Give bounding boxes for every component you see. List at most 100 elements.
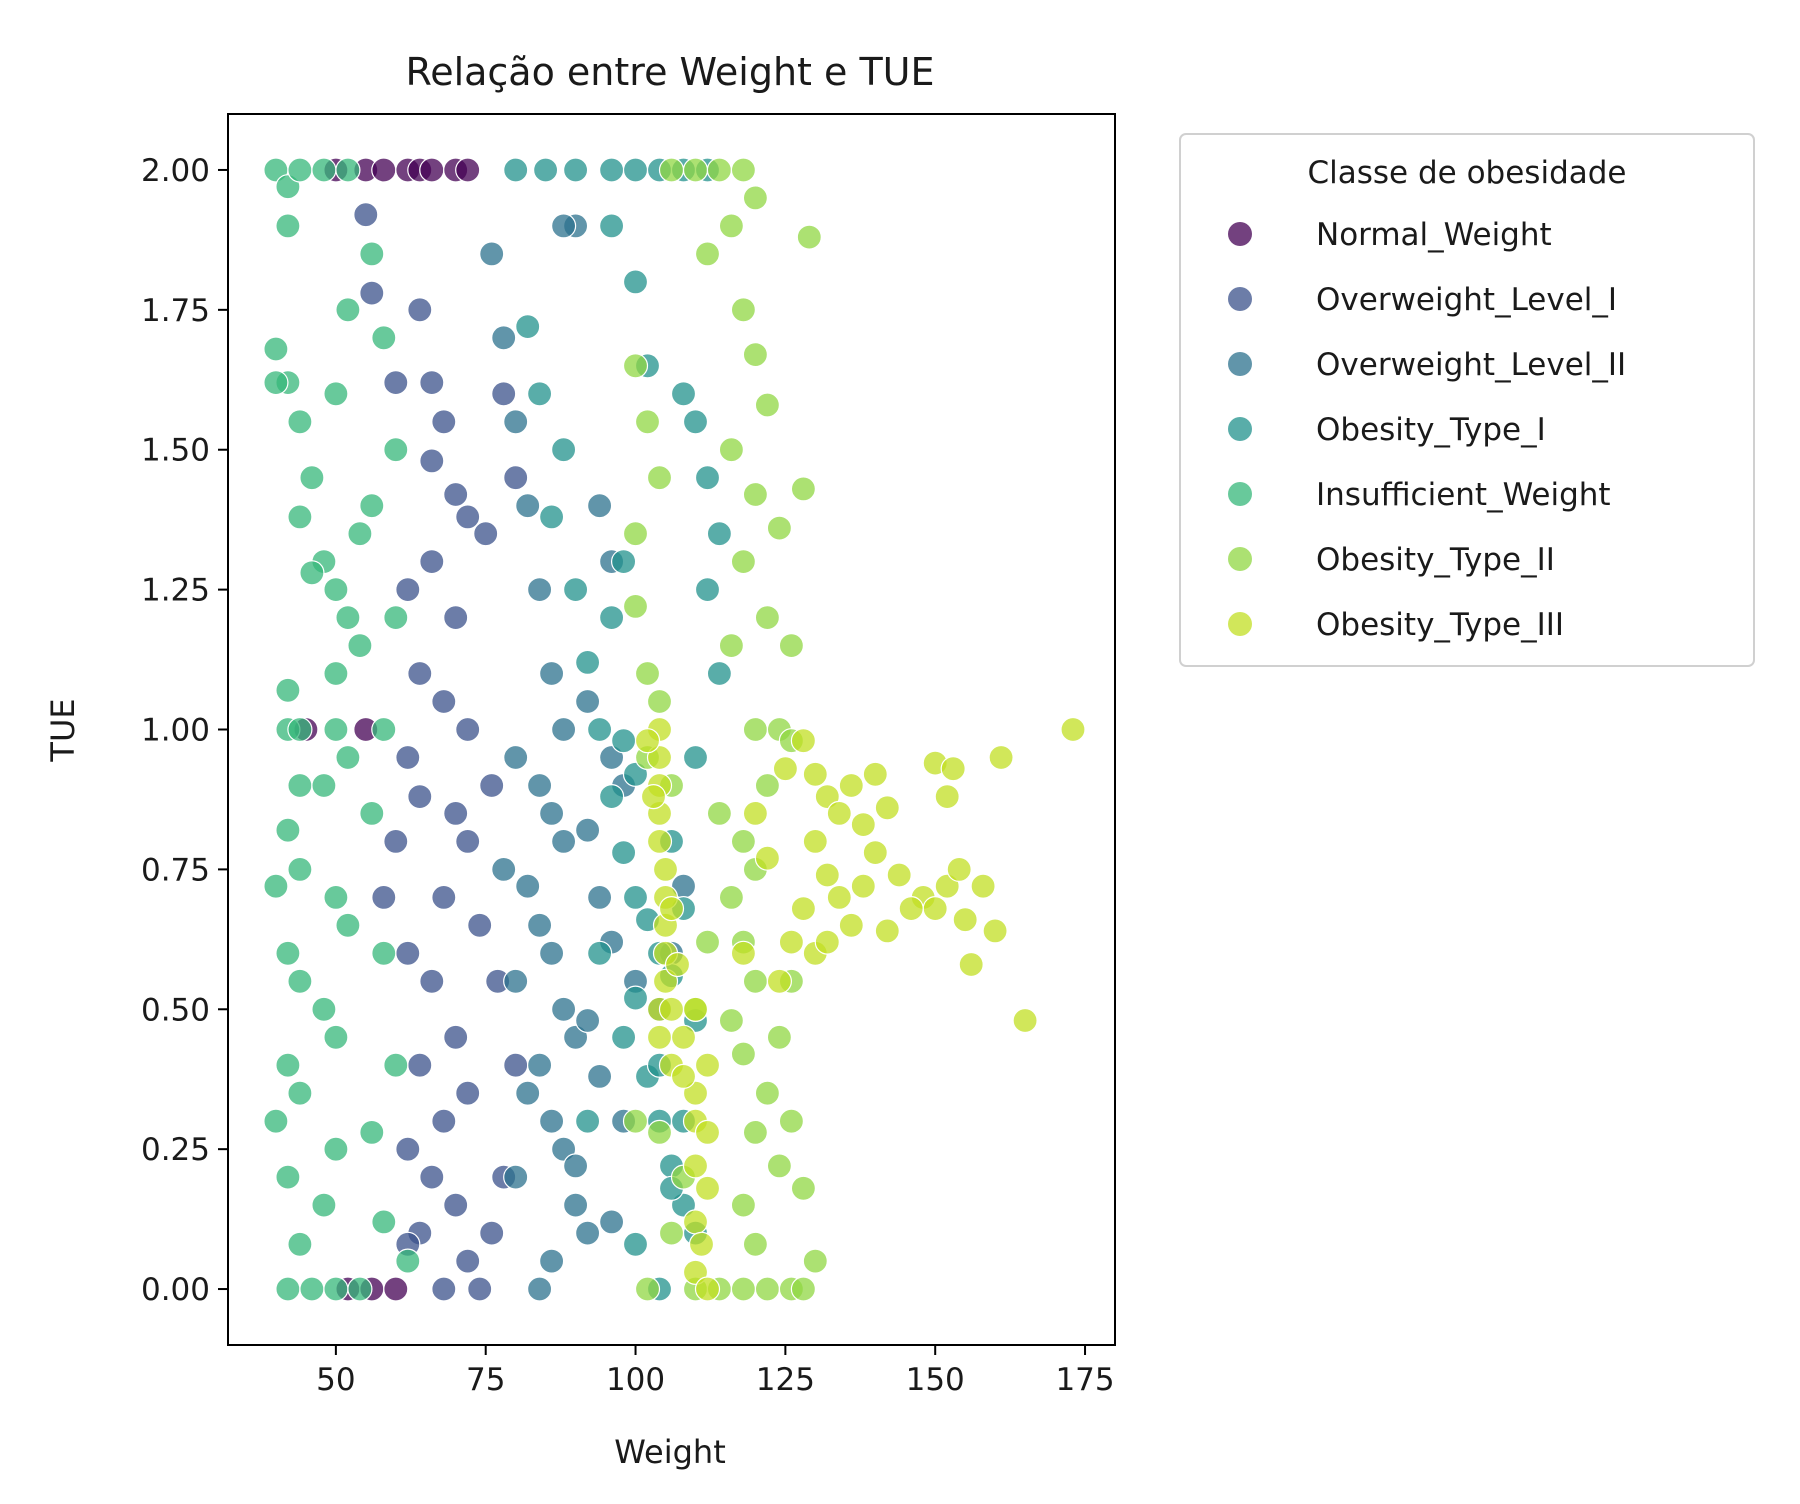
point-overweight-level-i-15 <box>395 744 421 771</box>
x-axis-label: Weight <box>614 1433 725 1471</box>
legend-label-normal-weight: Normal_Weight <box>1316 217 1552 253</box>
point-obesity-type-iii-45 <box>790 895 817 922</box>
point-overweight-level-i-5 <box>431 409 457 435</box>
y-tick-label-7: 1.75 <box>141 293 210 329</box>
point-obesity-type-ii-62 <box>646 1119 673 1146</box>
point-obesity-type-iii-69 <box>874 918 900 944</box>
point-overweight-level-i-14 <box>455 716 481 743</box>
legend-label-obesity-type-i: Obesity_Type_I <box>1316 412 1546 448</box>
point-obesity-type-i-4 <box>622 157 649 183</box>
point-obesity-type-ii-16 <box>742 716 769 743</box>
point-obesity-type-ii-36 <box>802 1248 828 1274</box>
point-obesity-type-ii-3 <box>730 157 757 183</box>
point-overweight-level-ii-22 <box>503 1164 529 1190</box>
point-obesity-type-ii-41 <box>790 476 817 502</box>
point-insufficient-weight-14 <box>347 632 373 659</box>
point-overweight-level-i-20 <box>431 884 457 911</box>
point-normal-weight-2 <box>371 157 397 183</box>
point-insufficient-weight-46 <box>383 604 409 631</box>
point-obesity-type-iii-65 <box>754 845 781 871</box>
point-insufficient-weight-53 <box>395 1248 421 1274</box>
point-obesity-type-i-38 <box>682 744 709 771</box>
legend-marker-obesity-type-i <box>1228 417 1252 441</box>
point-overweight-level-i-12 <box>407 660 433 687</box>
point-insufficient-weight-12 <box>323 576 349 603</box>
legend-marker-insufficient-weight <box>1228 482 1252 506</box>
point-overweight-level-ii-2 <box>503 409 529 435</box>
point-overweight-level-i-25 <box>455 1080 481 1106</box>
point-insufficient-weight-38 <box>275 1276 301 1302</box>
point-insufficient-weight-34 <box>323 1136 349 1162</box>
point-overweight-level-ii-23 <box>562 1192 589 1218</box>
point-insufficient-weight-24 <box>287 856 313 883</box>
point-overweight-level-i-22 <box>419 968 445 994</box>
point-overweight-level-i-8 <box>455 504 481 530</box>
point-obesity-type-i-2 <box>562 157 589 183</box>
point-obesity-type-ii-48 <box>622 593 649 620</box>
point-overweight-level-ii-39 <box>562 1153 589 1179</box>
point-obesity-type-iii-59 <box>982 918 1008 944</box>
point-obesity-type-ii-2 <box>706 157 733 183</box>
point-insufficient-weight-48 <box>359 800 385 827</box>
point-obesity-type-iii-61 <box>958 951 984 978</box>
y-tick-label-5: 1.25 <box>141 573 210 609</box>
point-insufficient-weight-45 <box>359 493 385 519</box>
point-overweight-level-ii-30 <box>574 688 601 715</box>
point-obesity-type-ii-5 <box>718 213 745 239</box>
point-insufficient-weight-3 <box>311 157 337 183</box>
point-overweight-level-i-36 <box>473 521 499 547</box>
point-obesity-type-iii-20 <box>694 1175 721 1201</box>
point-obesity-type-iii-56 <box>940 756 966 782</box>
point-overweight-level-i-1 <box>359 280 385 306</box>
point-obesity-type-i-33 <box>682 409 709 435</box>
point-insufficient-weight-20 <box>335 744 361 771</box>
point-obesity-type-ii-20 <box>706 800 733 827</box>
point-obesity-type-iii-64 <box>742 800 769 827</box>
y-tick-label-3: 0.75 <box>141 852 210 888</box>
point-normal-weight-7 <box>455 157 481 183</box>
point-obesity-type-ii-47 <box>622 521 649 547</box>
point-overweight-level-i-43 <box>479 1220 505 1246</box>
point-overweight-level-ii-7 <box>503 744 529 771</box>
point-overweight-level-ii-24 <box>574 1220 601 1246</box>
point-normal-weight-5 <box>419 157 445 183</box>
point-obesity-type-iii-31 <box>772 756 799 782</box>
point-obesity-type-ii-55 <box>622 1108 649 1134</box>
point-overweight-level-i-13 <box>431 688 457 715</box>
point-insufficient-weight-9 <box>299 465 325 491</box>
point-obesity-type-iii-63 <box>1060 716 1086 743</box>
point-insufficient-weight-18 <box>287 716 313 743</box>
point-overweight-level-i-34 <box>491 381 517 407</box>
point-insufficient-weight-55 <box>323 381 349 407</box>
point-obesity-type-iii-40 <box>802 828 828 855</box>
point-overweight-level-ii-40 <box>598 1209 625 1235</box>
point-obesity-type-ii-0 <box>658 157 685 183</box>
point-overweight-level-i-17 <box>443 800 469 827</box>
point-obesity-type-iii-5 <box>652 856 679 883</box>
point-obesity-type-iii-51 <box>922 895 948 922</box>
point-overweight-level-ii-18 <box>526 1052 553 1078</box>
point-overweight-level-ii-6 <box>550 716 577 743</box>
point-insufficient-weight-2 <box>287 157 313 183</box>
point-obesity-type-iii-70 <box>898 895 924 922</box>
legend-marker-obesity-type-ii <box>1228 547 1252 571</box>
point-insufficient-weight-16 <box>275 677 301 703</box>
point-overweight-level-i-3 <box>407 297 433 323</box>
point-obesity-type-iii-43 <box>838 912 864 938</box>
point-obesity-type-iii-41 <box>814 862 840 888</box>
point-insufficient-weight-31 <box>275 1052 301 1078</box>
y-axis-label: TUE <box>44 698 82 762</box>
point-obesity-type-ii-42 <box>778 632 805 659</box>
point-overweight-level-i-28 <box>419 1164 445 1190</box>
point-obesity-type-ii-12 <box>766 515 793 541</box>
point-obesity-type-iii-33 <box>802 761 828 787</box>
point-obesity-type-i-34 <box>694 465 721 491</box>
point-obesity-type-iii-39 <box>874 795 900 821</box>
point-obesity-type-ii-21 <box>730 828 757 855</box>
point-obesity-type-iii-13 <box>670 1024 697 1050</box>
point-insufficient-weight-42 <box>359 241 385 267</box>
point-obesity-type-ii-46 <box>646 465 673 491</box>
point-overweight-level-ii-1 <box>491 325 517 351</box>
y-tick-label-4: 1.00 <box>141 713 210 749</box>
point-obesity-type-ii-14 <box>754 604 781 631</box>
